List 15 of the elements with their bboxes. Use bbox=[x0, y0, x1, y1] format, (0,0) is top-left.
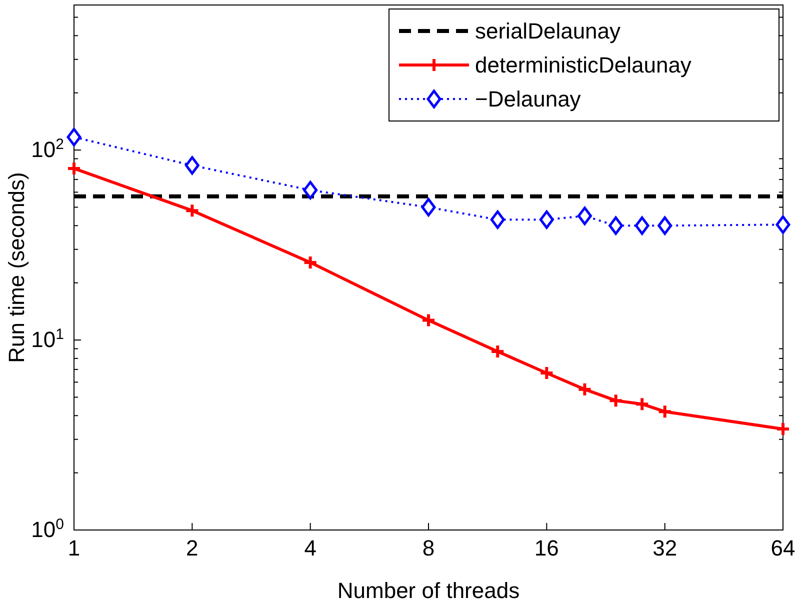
legend-label: serialDelaunay bbox=[475, 18, 621, 44]
y-tick-label: 10$^{0}$ bbox=[31, 516, 64, 542]
y-axis-title: Run time (seconds) bbox=[4, 172, 29, 363]
x-tick-label: 64 bbox=[770, 536, 796, 561]
y-tick-label: 10$^{1}$ bbox=[31, 326, 64, 352]
legend-label: −Delaunay bbox=[475, 86, 581, 112]
x-tick-label: 32 bbox=[652, 536, 678, 561]
legend-label: deterministicDelaunay bbox=[475, 52, 692, 78]
x-tick-label: 2 bbox=[186, 536, 198, 561]
x-tick-label: 4 bbox=[304, 536, 316, 561]
x-tick-label: 16 bbox=[534, 536, 559, 561]
y-tick-label: 10$^{2}$ bbox=[31, 136, 64, 162]
x-tick-label: 1 bbox=[68, 536, 80, 561]
x-axis-title: Number of threads bbox=[337, 578, 520, 603]
x-tick-label: 8 bbox=[422, 536, 435, 561]
